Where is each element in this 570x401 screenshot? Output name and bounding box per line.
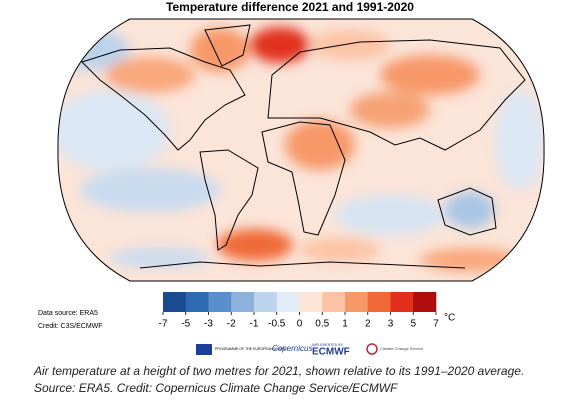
colorbar-cell [413, 292, 437, 312]
colorbar-cell [390, 292, 414, 312]
colorbar-tick-label: -1 [250, 319, 259, 330]
colorbar-cell [276, 292, 300, 312]
eu-flag [196, 344, 212, 355]
c3s-icon [366, 343, 378, 355]
title: Temperature difference 2021 and 1991-202… [166, 0, 414, 14]
colorbar-tick-label: 0.5 [315, 319, 329, 330]
colorbar-tick-label: -7 [159, 319, 168, 330]
colorbar-tick-label: 5 [410, 319, 416, 330]
colorbar-tick-label: -2 [227, 319, 236, 330]
credit: Credit: C3S/ECMWF [38, 323, 103, 330]
colorbar-cell [345, 292, 369, 312]
colorbar-tick-label: 7 [433, 319, 439, 330]
colorbar-cell [254, 292, 278, 312]
figure: Temperature difference 2021 and 1991-202… [38, 0, 545, 358]
copernicus-logo: Copernicus [272, 344, 312, 353]
colorbar-tick-label: -3 [204, 319, 213, 330]
caption: Air temperature at a height of two metre… [34, 364, 525, 395]
implemented-by: IMPLEMENTED BY [312, 343, 344, 347]
colorbar-cell [322, 292, 346, 312]
colorbar-tick-label: 0 [297, 319, 303, 330]
colorbar-tick-label: -5 [181, 319, 190, 330]
colorbar-cell [163, 292, 187, 312]
colorbar-tick-label: 2 [365, 319, 371, 330]
colorbar-cell [185, 292, 209, 312]
c3s-logo: Climate Change Service [380, 346, 424, 351]
data-source: Data source: ERA5 [38, 310, 98, 317]
ecmwf-logo: ECMWF [312, 347, 350, 358]
colorbar-unit: °C [444, 313, 455, 324]
colorbar-tick-label: 3 [388, 319, 394, 330]
colorbar-cell [367, 292, 391, 312]
colorbar-cell [208, 292, 232, 312]
colorbar-cell [299, 292, 323, 312]
eu-logo-text: PROGRAMME OF THE EUROPEAN UNION [215, 347, 285, 351]
colorbar: -7 -5 -3 -2 -1 -0.5 0 0.5 1 2 3 5 7 °C [159, 292, 455, 330]
colorbar-cell [231, 292, 255, 312]
map [57, 19, 545, 281]
colorbar-tick-label: 1 [342, 319, 348, 330]
colorbar-tick-label: -0.5 [268, 319, 286, 330]
map-outline [57, 18, 545, 282]
